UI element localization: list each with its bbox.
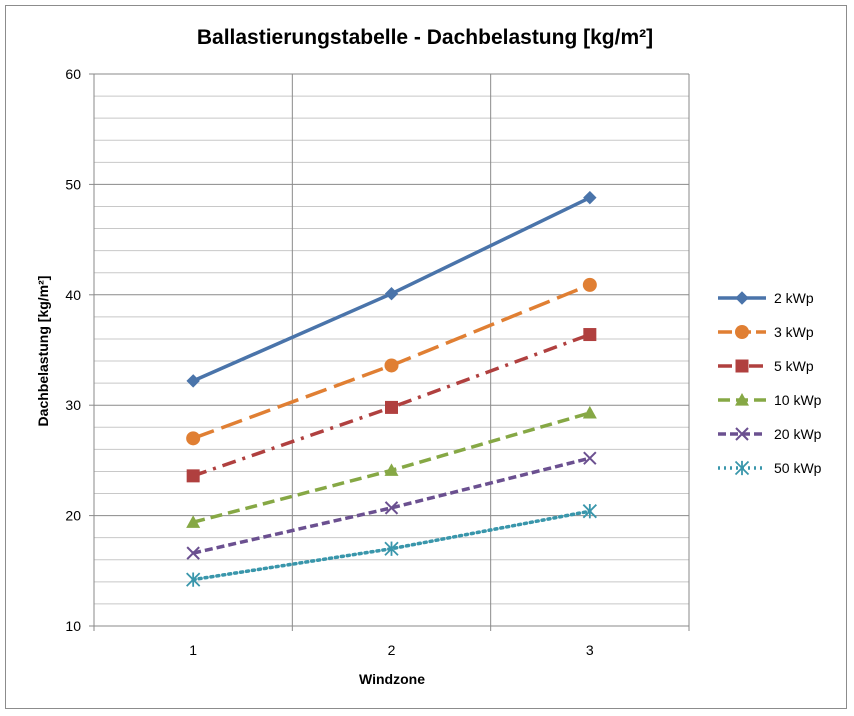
y-tick-label: 50 [65,176,81,192]
data-point [186,572,201,587]
legend-label: 50 kWp [774,460,822,476]
y-tick-label: 40 [65,287,81,303]
data-point [186,515,201,528]
legend-marker [735,291,749,305]
legend-label: 3 kWp [774,324,814,340]
legend-item: 3 kWp [718,324,814,340]
legend-label: 5 kWp [774,358,814,374]
series-20-kwp [186,451,597,560]
x-tick-label: 1 [189,642,197,658]
series-5-kwp [186,328,597,483]
y-axis-title: Dachbelastung [kg/m²] [35,276,51,427]
legend-item: 20 kWp [718,426,822,442]
data-point [384,463,399,476]
series-10-kwp [186,405,597,528]
data-point [583,190,597,205]
series-2-kwp [186,190,597,388]
series-3-kwp [186,277,597,446]
legend-marker [735,325,749,339]
x-axis-title: Windzone [359,671,425,687]
legend: 2 kWp 3 kWp 5 kWp 10 kWp 20 kWp 50 kWp [718,290,822,476]
data-point [384,286,399,301]
legend-marker [735,359,749,373]
legend-marker [735,427,749,441]
legend-label: 20 kWp [774,426,822,442]
y-tick-label: 20 [65,508,81,524]
legend-item: 5 kWp [718,358,814,374]
data-point [384,501,399,515]
data-point [186,469,200,483]
data-point [384,541,399,556]
data-point [186,374,200,388]
legend-label: 10 kWp [774,392,822,408]
data-point [186,431,201,446]
legend-marker [735,393,749,406]
data-point [583,328,597,342]
legend-marker [734,460,750,476]
y-tick-label: 60 [65,66,81,82]
legend-label: 2 kWp [774,290,814,306]
data-point [384,358,399,373]
data-point [583,451,597,465]
series-layer [186,190,597,587]
x-tick-label: 2 [388,642,396,658]
legend-item: 50 kWp [718,460,822,476]
y-tick-label: 30 [65,397,81,413]
data-point [385,400,398,414]
axes: 10 20 30 40 50 60 1 2 3 [65,66,690,658]
data-point [582,277,597,292]
y-tick-label: 10 [65,618,81,634]
chart-title: Ballastierungstabelle - Dachbelastung [k… [197,26,653,49]
plot-area [94,74,689,626]
series-50-kwp [186,504,597,587]
data-point [582,405,597,419]
legend-item: 10 kWp [718,392,822,408]
data-point [582,504,597,519]
series-line [192,456,591,555]
data-point [186,546,200,560]
x-tick-label: 3 [586,642,594,658]
legend-item: 2 kWp [718,290,814,306]
